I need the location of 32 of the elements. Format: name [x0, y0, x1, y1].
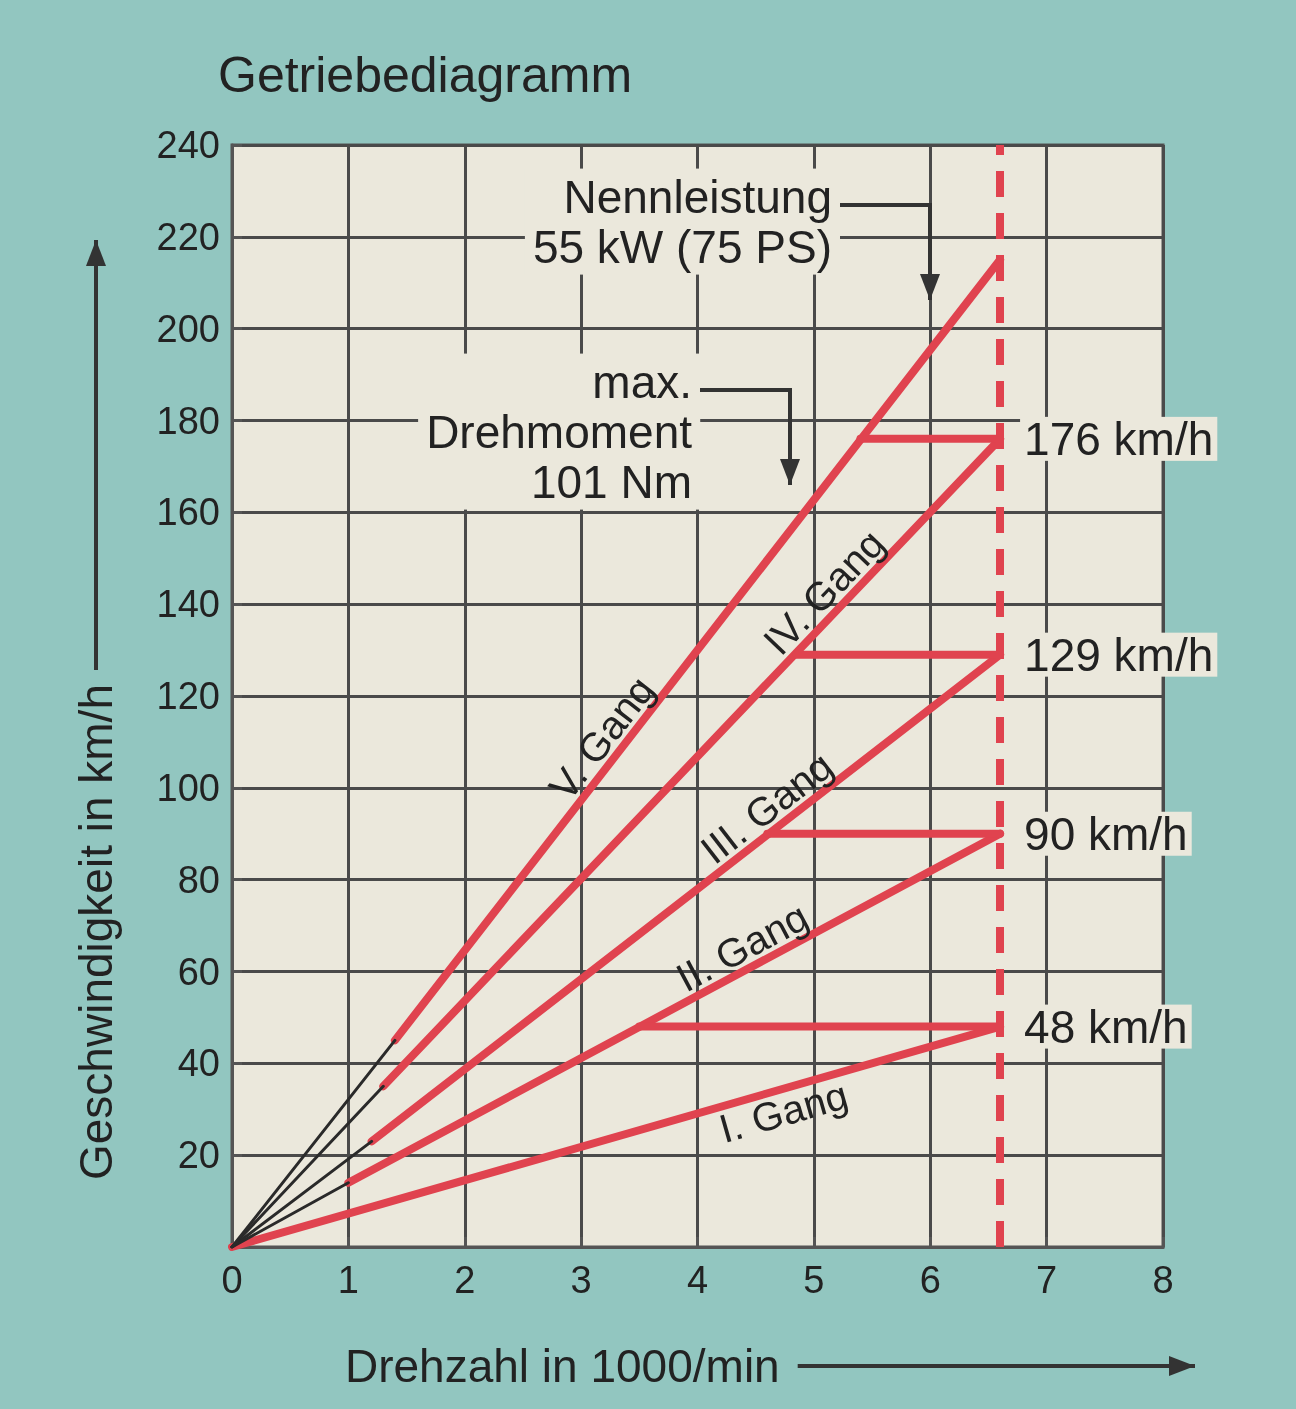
y-tick-label: 180 — [156, 399, 220, 442]
y-tick-label: 120 — [156, 675, 220, 717]
y-axis-title: Geschwindigkeit in km/h — [70, 684, 122, 1180]
x-tick-label: 5 — [803, 1259, 825, 1301]
y-tick-label: 20 — [177, 1134, 220, 1177]
annotation: Nennleistung 55 kW (75 PS) — [532, 170, 832, 273]
x-axis-title: Drehzahl in 1000/min — [345, 1340, 780, 1392]
y-tick-label: 140 — [156, 583, 220, 626]
x-tick-label: 6 — [919, 1259, 941, 1301]
x-tick-label: 0 — [221, 1259, 243, 1301]
annotation: max. Drehmoment 101 Nm — [426, 355, 693, 508]
y-tick-label: 160 — [156, 491, 220, 534]
data-label: 176 km/h — [1024, 412, 1214, 465]
y-tick-label: 240 — [156, 124, 220, 166]
y-tick-label: 80 — [177, 858, 220, 901]
x-tick-label: 1 — [337, 1259, 359, 1301]
text: II. Gang — [668, 893, 816, 1000]
x-tick-label: 8 — [1152, 1259, 1174, 1301]
chart-title: Getriebediagramm — [218, 47, 633, 103]
x-tick-label: 4 — [686, 1259, 709, 1301]
y-tick-label: 60 — [177, 950, 220, 993]
y-tick-label: 220 — [156, 215, 220, 258]
x-tick-label: 2 — [454, 1259, 476, 1301]
data-label: 48 km/h — [1024, 1000, 1188, 1053]
y-tick-label: 100 — [156, 766, 220, 809]
x-tick-label: 3 — [570, 1259, 592, 1301]
y-tick-label: 40 — [177, 1042, 220, 1085]
y-tick-label: 200 — [156, 307, 220, 350]
data-label: 90 km/h — [1024, 807, 1188, 860]
data-label: 129 km/h — [1024, 628, 1214, 681]
x-tick-label: 7 — [1036, 1259, 1058, 1301]
text: I. Gang — [714, 1072, 853, 1151]
